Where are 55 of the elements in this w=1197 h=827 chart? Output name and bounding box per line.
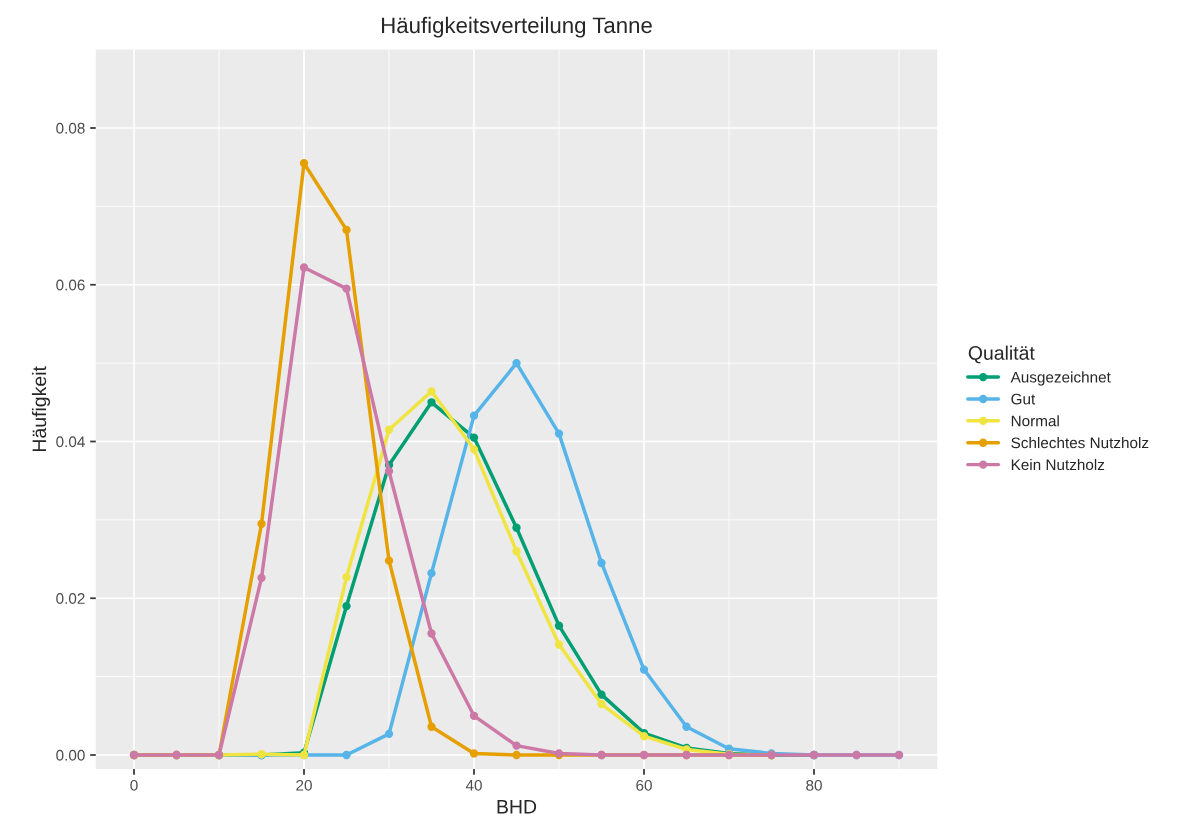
chart-title: Häufigkeitsverteilung Tanne <box>382 16 652 38</box>
point <box>342 572 351 582</box>
point <box>469 445 479 454</box>
point <box>342 225 351 235</box>
legend-label: Ausgezeichnet <box>1010 371 1111 386</box>
point <box>427 387 436 396</box>
x-tick-label: 20 <box>296 779 312 791</box>
point <box>639 665 649 674</box>
point <box>384 556 394 565</box>
y-tick-label: 0.04 <box>56 436 85 448</box>
point <box>512 547 521 556</box>
point <box>597 690 606 699</box>
point <box>639 732 649 741</box>
point <box>299 159 309 168</box>
point <box>512 750 521 760</box>
point <box>384 729 394 739</box>
x-tick-label: 40 <box>465 779 482 791</box>
legend-title: Qualität <box>968 345 1035 364</box>
point <box>512 523 521 532</box>
point <box>342 750 351 760</box>
x-tick-label: 80 <box>806 779 822 791</box>
y-tick-label: 0.02 <box>56 593 85 604</box>
point <box>342 601 351 611</box>
point <box>427 398 436 407</box>
point <box>512 741 521 750</box>
point <box>257 519 266 528</box>
y-tick-label: 0.08 <box>56 122 85 134</box>
point <box>512 358 521 368</box>
y-tick-label: 0.00 <box>56 749 85 761</box>
point <box>257 573 266 583</box>
point <box>597 699 606 709</box>
x-tick-label: 0 <box>130 779 138 791</box>
x-tick-label: 60 <box>636 779 652 791</box>
point <box>554 640 564 649</box>
point <box>469 411 479 420</box>
point <box>469 711 479 720</box>
point <box>554 429 564 438</box>
y-tick-label: 0.06 <box>56 279 85 291</box>
point <box>682 722 691 731</box>
point <box>427 722 436 731</box>
point <box>342 284 351 293</box>
legend-label: Schlechtes Nutzholz <box>1011 437 1149 449</box>
point <box>597 558 606 568</box>
point <box>469 433 479 442</box>
point <box>384 425 394 434</box>
y-axis-title: Häufigkeit <box>31 366 51 451</box>
legend-label: Normal <box>1011 415 1059 427</box>
point <box>427 569 436 578</box>
legend-label: Gut <box>1011 393 1036 405</box>
point <box>384 467 394 476</box>
point <box>554 621 564 630</box>
point <box>469 749 479 758</box>
legend-label: Kein Nutzholz <box>1011 458 1105 471</box>
x-axis-title: BHD <box>497 800 537 814</box>
point <box>299 263 309 272</box>
